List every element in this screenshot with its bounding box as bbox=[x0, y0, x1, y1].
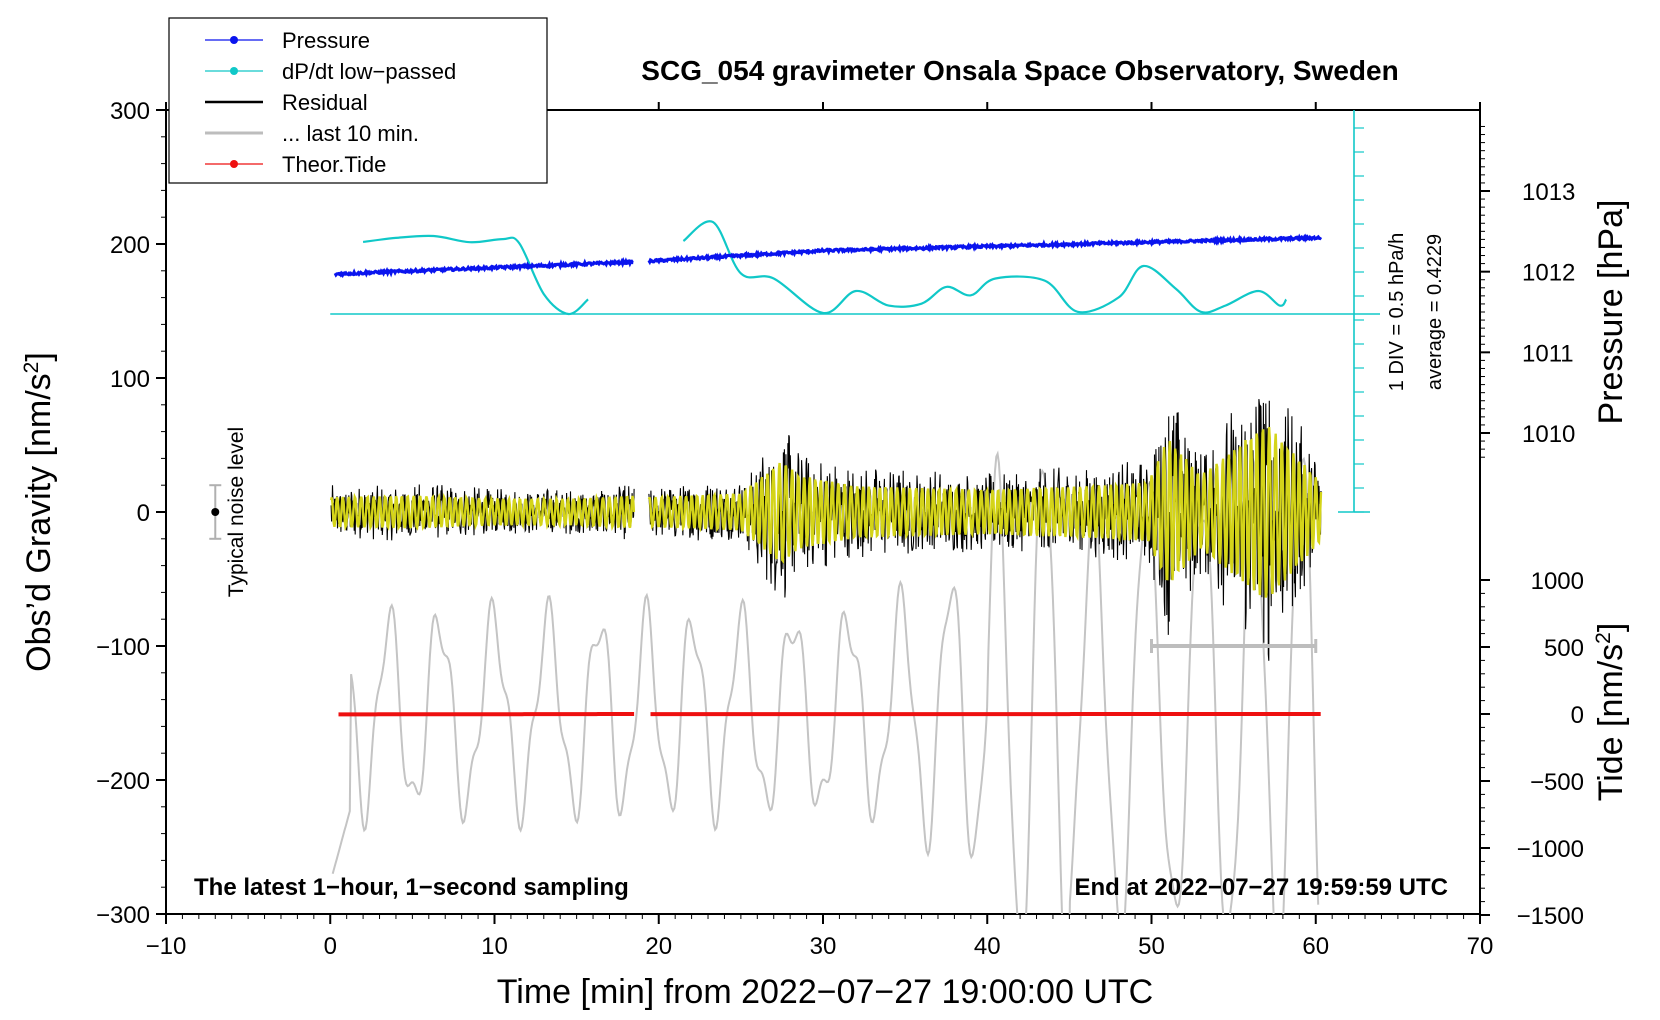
y-tick-label: −300 bbox=[96, 902, 150, 929]
y-axis-label: Obs’d Gravity [nm/s2] bbox=[20, 352, 58, 672]
y-axis-label-text: Obs’d Gravity [nm/s bbox=[20, 373, 58, 672]
legend-label-last-10-min: ... last 10 min. bbox=[282, 121, 419, 146]
legend-item-residual: Residual bbox=[205, 90, 368, 115]
pressure-tick-label: 1013 bbox=[1522, 179, 1575, 206]
residual-filtered-layer bbox=[329, 427, 1323, 598]
x-axis-label: Time [min] from 2022−07−27 19:00:00 UTC bbox=[497, 973, 1153, 1011]
legend-marker-dpdt bbox=[230, 67, 238, 75]
y-axis-label-close: ] bbox=[20, 352, 58, 361]
tide-tick-label: 0 bbox=[1571, 702, 1584, 729]
y-tick-label: 0 bbox=[137, 500, 150, 527]
pressure-tick-label: 1011 bbox=[1522, 340, 1574, 367]
x-tick-label: 60 bbox=[1302, 933, 1329, 960]
legend-label-dpdt: dP/dt low−passed bbox=[282, 59, 456, 84]
legend-item-last-10-min: ... last 10 min. bbox=[205, 121, 419, 146]
tide-axis-label-text: Tide [nm/s bbox=[1592, 644, 1630, 801]
tide-axis-label-close: ] bbox=[1592, 623, 1630, 632]
dpdt-scale-bar bbox=[1338, 110, 1370, 513]
average-label: average = 0.4229 bbox=[1424, 234, 1446, 390]
x-tick-label: 10 bbox=[481, 933, 508, 960]
x-tick-label: 70 bbox=[1467, 933, 1494, 960]
x-tick-label: −10 bbox=[146, 933, 187, 960]
tide-axis-label: Tide [nm/s2] bbox=[1592, 623, 1630, 802]
legend-item-pressure: Pressure bbox=[205, 28, 370, 53]
x-axis-ticks: −10 0 10 20 30 40 50 60 70 bbox=[146, 102, 1494, 960]
legend-item-theor-tide: Theor.Tide bbox=[205, 152, 386, 177]
pressure-trace bbox=[647, 233, 1323, 266]
pressure-tick-label: 1012 bbox=[1522, 260, 1575, 287]
legend: Pressure dP/dt low−passed Residual ... l… bbox=[168, 17, 548, 184]
legend-marker-pressure bbox=[230, 36, 238, 44]
noise-level-bar bbox=[209, 484, 222, 540]
y-tick-label: 100 bbox=[110, 366, 150, 393]
legend-label-pressure: Pressure bbox=[282, 28, 370, 53]
tide-tick-label: 500 bbox=[1544, 635, 1584, 662]
pressure-series-layer bbox=[333, 233, 1323, 279]
pressure-axis-label: Pressure [hPa] bbox=[1592, 200, 1630, 425]
tide-tick-label: −500 bbox=[1530, 769, 1584, 796]
end-time-note: End at 2022−07−27 19:59:59 UTC bbox=[1074, 874, 1448, 901]
right-axis-ticks: 1013 1012 1011 1010 1000 500 0 −500 −1000 −1500 bbox=[1480, 125, 1584, 930]
legend-label-residual: Residual bbox=[282, 90, 368, 115]
tide-tick-label: −1500 bbox=[1517, 903, 1584, 930]
y-tick-label: −100 bbox=[96, 634, 150, 661]
y-axis-ticks: 300 200 100 0 −100 −200 −300 bbox=[96, 98, 166, 929]
dpdt-series-layer bbox=[330, 220, 1380, 316]
legend-label-theor-tide: Theor.Tide bbox=[282, 152, 386, 177]
x-tick-label: 0 bbox=[324, 933, 337, 960]
residual-filtered-trace bbox=[329, 492, 636, 532]
legend-marker-theor-tide bbox=[230, 160, 238, 168]
chart-title: SCG_054 gravimeter Onsala Space Observat… bbox=[641, 55, 1398, 86]
tide-axis-label-sup: 2 bbox=[1592, 632, 1615, 644]
x-tick-label: 50 bbox=[1138, 933, 1165, 960]
x-tick-label: 30 bbox=[810, 933, 837, 960]
legend-item-dpdt: dP/dt low−passed bbox=[205, 59, 456, 84]
tide-tick-label: 1000 bbox=[1531, 568, 1584, 595]
noise-bar-dot bbox=[211, 508, 220, 516]
y-tick-label: −200 bbox=[96, 768, 150, 795]
y-tick-label: 200 bbox=[110, 232, 150, 259]
y-axis-label-sup: 2 bbox=[20, 362, 43, 374]
legend-box bbox=[168, 17, 548, 184]
x-tick-label: 40 bbox=[974, 933, 1001, 960]
y-tick-label: 300 bbox=[110, 98, 150, 125]
sampling-note: The latest 1−hour, 1−second sampling bbox=[194, 874, 629, 901]
pressure-trace bbox=[333, 256, 634, 279]
dpdt-trace bbox=[682, 220, 1288, 315]
noise-level-label: Typical noise level bbox=[225, 427, 248, 597]
dpdt-trace bbox=[362, 234, 589, 316]
div-scale-label: 1 DIV = 0.5 hPa/h bbox=[1386, 233, 1408, 391]
tide-tick-label: −1000 bbox=[1517, 836, 1584, 863]
last-10-min-bracket bbox=[1150, 639, 1318, 653]
residual-filtered-trace bbox=[647, 427, 1323, 598]
x-tick-label: 20 bbox=[645, 933, 672, 960]
pressure-tick-label: 1010 bbox=[1522, 421, 1575, 448]
